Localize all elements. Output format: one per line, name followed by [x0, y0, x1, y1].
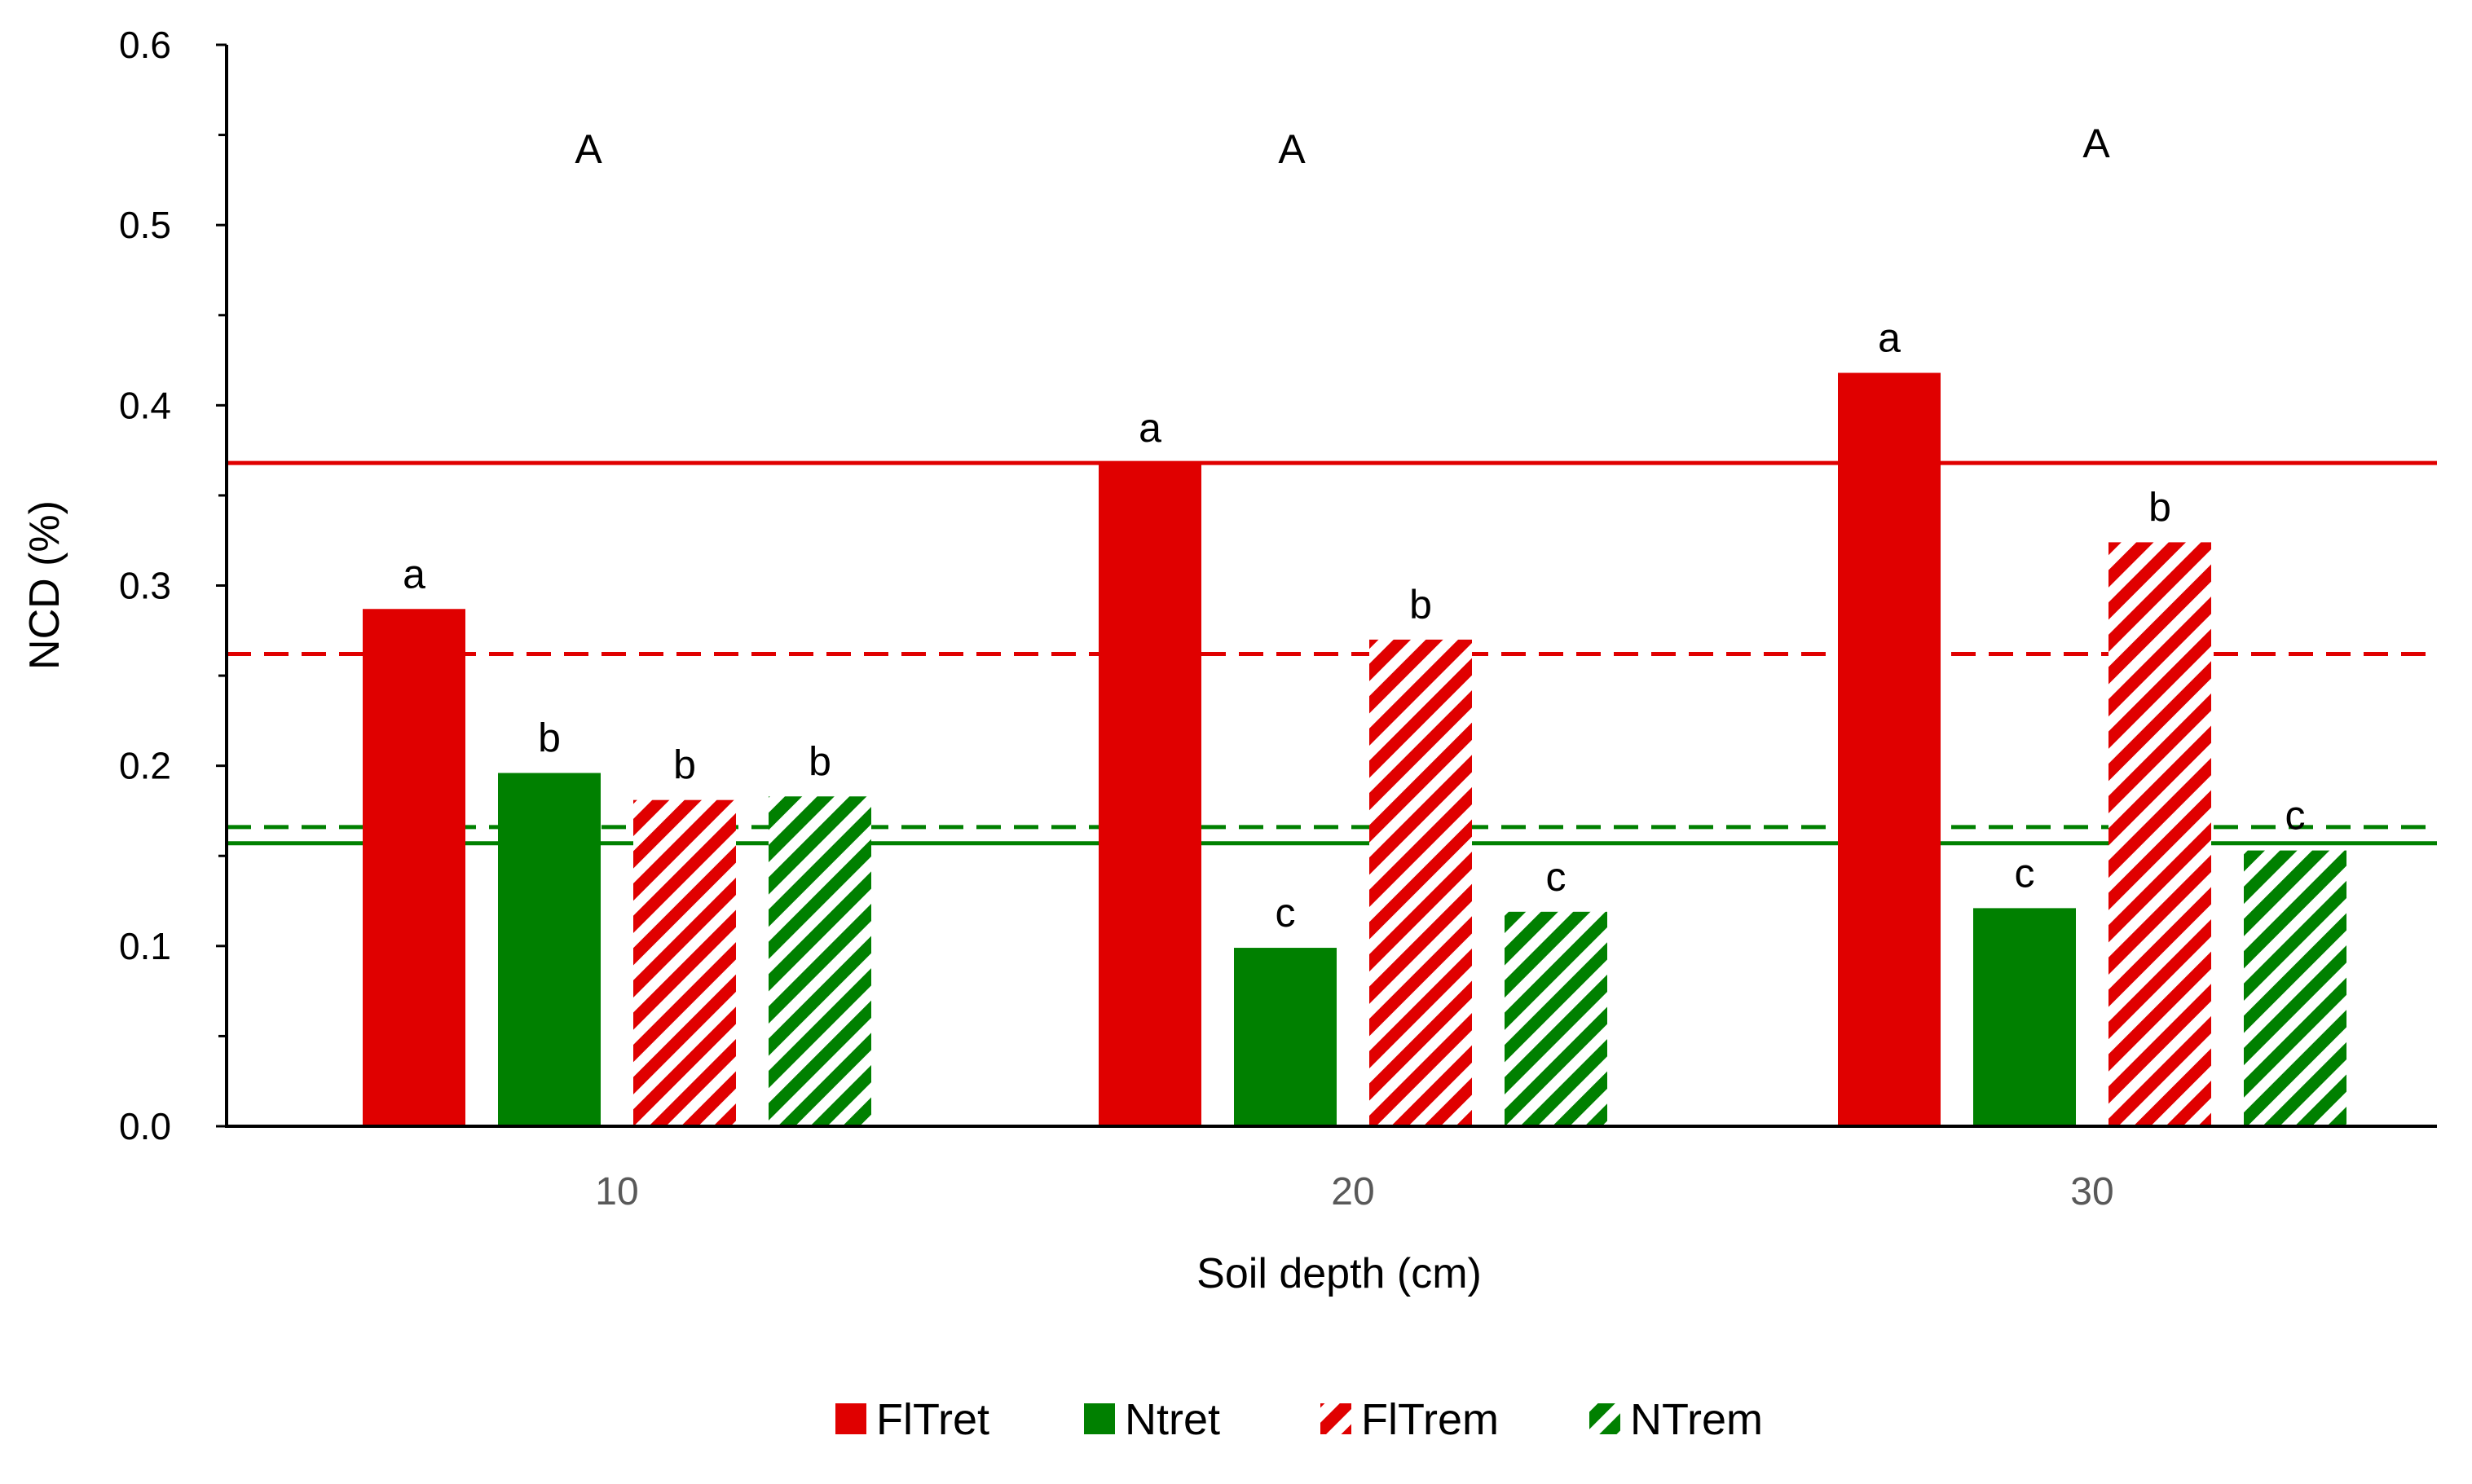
significance-letters: a b b b a c b c a c b c	[403, 315, 2305, 936]
x-ticks: 10 20 30	[595, 1170, 2113, 1213]
legend-swatch	[1320, 1403, 1351, 1434]
x-tick-label: 30	[2070, 1170, 2113, 1213]
bar-letter: a	[1139, 405, 1161, 451]
legend-label: FlTret	[876, 1395, 989, 1444]
group-letter: A	[1278, 126, 1306, 172]
bar-letter: b	[809, 738, 831, 784]
bar-letter: b	[538, 716, 561, 761]
bar-letter: b	[673, 742, 696, 788]
bar-letter: b	[1409, 582, 1432, 628]
bar-letter: c	[2285, 793, 2306, 839]
y-tick-label: 0.4	[119, 384, 171, 426]
bar-letter: c	[1546, 854, 1566, 900]
bar	[1973, 908, 2076, 1126]
legend: FlTret Ntret FlTrem NTrem	[835, 1395, 1763, 1444]
y-tick-label: 0.1	[119, 925, 171, 967]
group-letter: A	[2082, 121, 2110, 166]
bar	[1099, 463, 1201, 1126]
y-tick-label: 0.0	[119, 1105, 171, 1147]
legend-label: NTrem	[1630, 1395, 1763, 1444]
bar-letter: c	[1276, 890, 1296, 936]
legend-swatch	[835, 1403, 866, 1434]
group-letter: A	[575, 126, 602, 172]
bar-letter: c	[2015, 850, 2035, 896]
axes: 0.0 0.1 0.2 0.3 0.4 0.5 0.6 10 20 30	[119, 24, 2437, 1213]
bar-letter: b	[2148, 484, 2171, 530]
x-tick-label: 10	[595, 1170, 638, 1213]
legend-swatch	[1589, 1403, 1620, 1434]
bar	[1505, 911, 1607, 1126]
y-ticks: 0.0 0.1 0.2 0.3 0.4 0.5 0.6	[119, 24, 227, 1147]
bar	[363, 609, 465, 1126]
bar	[2244, 850, 2346, 1126]
x-tick-label: 20	[1331, 1170, 1374, 1213]
bars	[363, 372, 2346, 1127]
bar	[633, 799, 736, 1126]
bar	[769, 796, 871, 1126]
legend-swatch	[1084, 1403, 1115, 1434]
y-tick-label: 0.5	[119, 204, 171, 246]
bar	[2108, 542, 2211, 1126]
bar	[498, 773, 601, 1126]
legend-label: FlTrem	[1361, 1395, 1499, 1444]
y-axis-title: NCD (%)	[21, 500, 68, 670]
bar	[1234, 948, 1337, 1126]
bar-letter: a	[1878, 315, 1901, 361]
legend-label: Ntret	[1125, 1395, 1220, 1444]
x-axis-title: Soil depth (cm)	[1196, 1250, 1482, 1297]
bar	[1838, 372, 1941, 1127]
bar-letter: a	[403, 551, 425, 597]
y-tick-label: 0.2	[119, 745, 171, 787]
bar	[1369, 639, 1472, 1126]
y-tick-label: 0.6	[119, 24, 171, 66]
y-tick-label: 0.3	[119, 565, 171, 607]
